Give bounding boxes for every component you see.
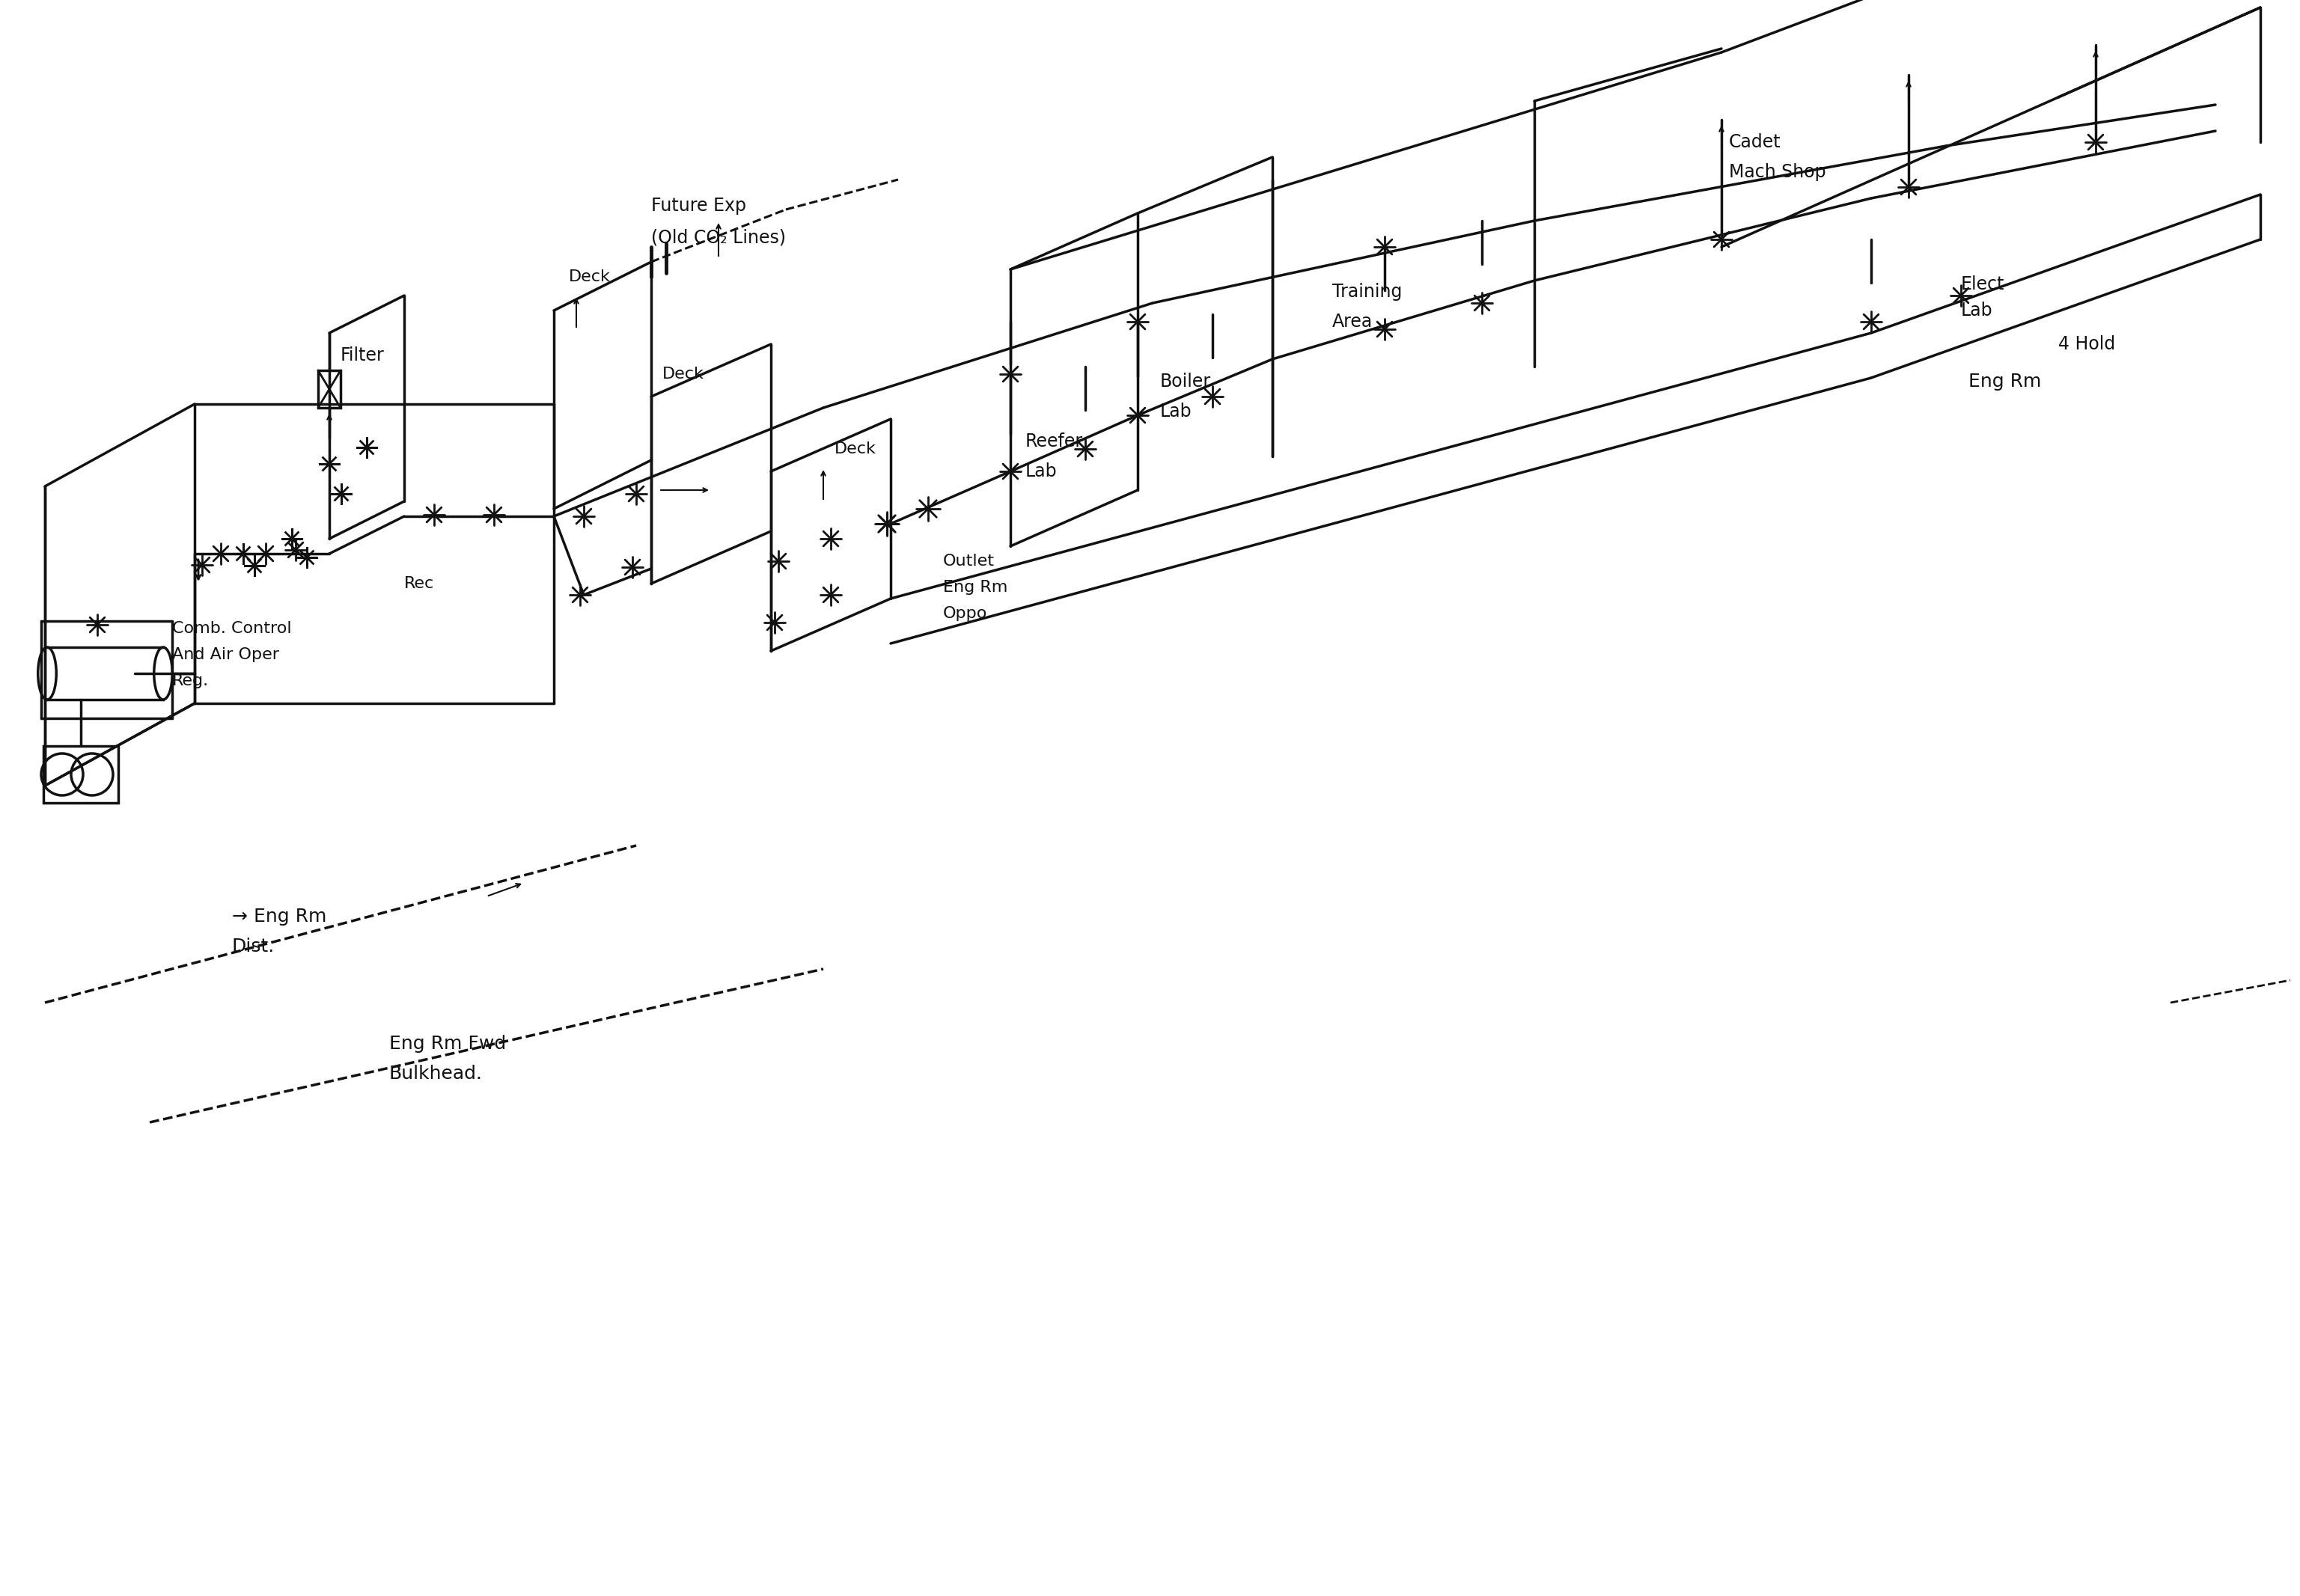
Text: Reg.: Reg. — [172, 674, 209, 688]
Text: Eng Rm: Eng Rm — [1969, 372, 2042, 391]
Text: Deck: Deck — [662, 367, 704, 381]
Text: Reefer: Reefer — [1026, 433, 1083, 450]
Text: Deck: Deck — [568, 270, 610, 284]
Bar — [317, 370, 340, 409]
Text: Boiler: Boiler — [1159, 372, 1212, 391]
Text: Rec: Rec — [405, 576, 435, 591]
Text: Area: Area — [1332, 313, 1373, 330]
Text: → Eng Rm: → Eng Rm — [232, 908, 327, 926]
Text: Filter: Filter — [340, 346, 384, 364]
Text: Comb. Control: Comb. Control — [172, 621, 292, 635]
Text: Lab: Lab — [1159, 402, 1191, 420]
Text: Mach Shop: Mach Shop — [1730, 163, 1826, 180]
Text: Dist.: Dist. — [232, 937, 276, 956]
Text: And Air Oper: And Air Oper — [172, 648, 278, 662]
Text: Lab: Lab — [1026, 463, 1058, 480]
Text: Lab: Lab — [1962, 302, 1992, 319]
Text: Future Exp: Future Exp — [651, 196, 745, 215]
Text: Bulkhead.: Bulkhead. — [389, 1065, 483, 1082]
Text: (Old CO₂ Lines): (Old CO₂ Lines) — [651, 228, 787, 247]
Text: Oppo: Oppo — [943, 606, 987, 621]
Text: Deck: Deck — [835, 442, 876, 456]
Text: Outlet: Outlet — [943, 554, 994, 568]
Text: Cadet: Cadet — [1730, 132, 1780, 152]
Text: Eng Rm Fwd: Eng Rm Fwd — [389, 1034, 506, 1053]
Text: Training: Training — [1332, 282, 1403, 300]
Text: 4 Hold: 4 Hold — [2058, 335, 2116, 353]
Text: Eng Rm: Eng Rm — [943, 579, 1007, 595]
Text: Elect: Elect — [1962, 276, 2006, 294]
